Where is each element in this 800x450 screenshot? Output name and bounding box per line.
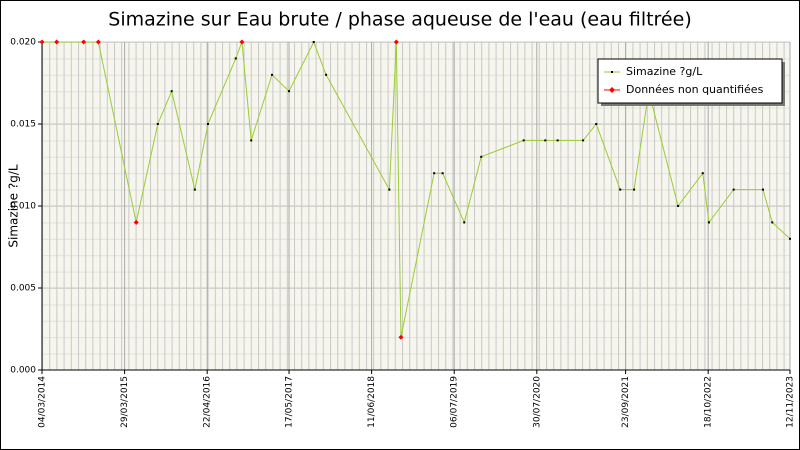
point xyxy=(312,41,315,43)
point xyxy=(771,221,774,224)
flag-point xyxy=(393,39,399,45)
point xyxy=(156,123,159,125)
legend-marker xyxy=(611,71,613,73)
legend-box xyxy=(597,58,783,104)
point xyxy=(544,139,547,142)
legend-label: Données non quantifiées xyxy=(626,83,764,96)
x-tick-label: 11/06/2018 xyxy=(367,376,377,428)
series-line xyxy=(42,40,791,338)
y-axis-title: Simazine ?g/L xyxy=(7,164,21,247)
point xyxy=(677,205,680,207)
y-tick-label: 0.000 xyxy=(10,366,36,376)
point xyxy=(761,188,764,191)
point xyxy=(732,188,735,191)
point xyxy=(522,139,525,142)
point xyxy=(633,188,636,191)
point xyxy=(707,221,710,224)
flag-point xyxy=(81,39,87,45)
point xyxy=(463,221,466,224)
x-tick-label: 22/04/2016 xyxy=(203,376,213,428)
x-tick-label: 17/05/2017 xyxy=(285,376,295,428)
legend-label: Simazine ?g/L xyxy=(626,65,703,78)
point xyxy=(388,188,391,191)
point xyxy=(701,172,704,175)
chart-title: Simazine sur Eau brute / phase aqueuse d… xyxy=(108,9,691,31)
flag-point xyxy=(54,39,60,45)
y-tick-label: 0.010 xyxy=(10,202,36,212)
x-tick-label: 18/10/2022 xyxy=(704,376,714,428)
flag-point xyxy=(239,39,245,45)
point xyxy=(234,57,237,60)
point xyxy=(271,73,274,76)
flag-point xyxy=(133,219,139,225)
flag-point xyxy=(39,39,45,45)
point xyxy=(480,155,483,158)
x-tick-label: 23/09/2021 xyxy=(621,376,631,428)
point xyxy=(250,139,253,142)
y-tick-label: 0.005 xyxy=(10,284,36,294)
point xyxy=(288,90,291,93)
y-tick-label: 0.015 xyxy=(10,120,36,130)
point xyxy=(789,237,791,240)
x-tick-label: 06/07/2019 xyxy=(450,376,460,428)
point xyxy=(325,73,328,76)
flag-point xyxy=(398,334,404,340)
point xyxy=(619,188,622,191)
x-tick-label: 04/03/2014 xyxy=(38,376,48,428)
point xyxy=(556,139,559,142)
y-tick-label: 0.020 xyxy=(10,38,36,48)
point xyxy=(441,172,444,175)
point xyxy=(170,90,173,93)
x-tick-label: 29/03/2015 xyxy=(120,376,130,428)
x-tick-label: 30/07/2020 xyxy=(532,376,542,428)
point xyxy=(206,123,209,125)
flag-point xyxy=(95,39,101,45)
point xyxy=(193,188,196,191)
point xyxy=(433,172,436,175)
point xyxy=(582,139,585,142)
x-tick-label: 12/11/2023 xyxy=(786,376,796,428)
legend-marker xyxy=(609,87,615,93)
point xyxy=(595,123,598,125)
